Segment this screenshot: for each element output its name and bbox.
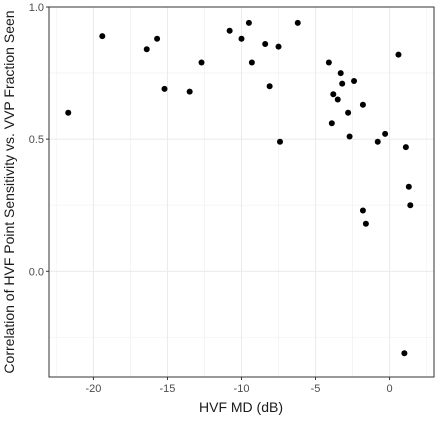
data-point	[362, 220, 369, 227]
data-point	[238, 35, 245, 42]
data-point	[407, 202, 414, 209]
grid-lines	[49, 6, 434, 377]
data-point	[346, 133, 353, 140]
data-point	[99, 33, 106, 40]
data-point	[143, 46, 150, 53]
data-point	[374, 138, 381, 145]
data-point	[359, 101, 366, 108]
data-point	[248, 59, 255, 66]
x-tick-label: 0	[387, 383, 393, 395]
y-tick-label: 0.0	[29, 266, 44, 278]
data-point	[351, 78, 358, 84]
data-point	[337, 70, 344, 77]
data-point	[401, 350, 408, 357]
data-points	[65, 19, 414, 357]
data-point	[395, 51, 402, 58]
x-axis-title: HVF MD (dB)	[199, 399, 283, 415]
data-point	[325, 59, 332, 66]
data-point	[402, 144, 409, 151]
data-point	[65, 109, 72, 116]
y-axis-title: Correlation of HVF Point Sensitivity vs.…	[1, 10, 17, 373]
axis-ticks: -20 -15 -10 -5 0 0.0 0.5 1.0	[29, 2, 393, 395]
data-point	[266, 83, 273, 90]
data-point	[359, 207, 366, 214]
data-point	[198, 59, 205, 66]
data-point	[161, 85, 168, 92]
data-point	[262, 41, 269, 47]
x-tick-label: -20	[85, 383, 101, 395]
data-point	[328, 120, 335, 127]
data-point	[277, 138, 283, 145]
x-tick-label: -5	[311, 383, 321, 395]
data-point	[245, 19, 252, 26]
data-point	[154, 35, 161, 42]
data-point	[186, 88, 193, 95]
data-point	[405, 183, 412, 190]
y-tick-label: 1.0	[29, 2, 44, 14]
data-point	[330, 91, 337, 98]
data-point	[382, 130, 389, 137]
x-tick-label: -15	[160, 383, 176, 395]
x-tick-label: -10	[234, 383, 250, 395]
y-tick-label: 0.5	[29, 134, 44, 146]
data-point	[345, 109, 352, 116]
data-point	[334, 96, 341, 103]
data-point	[294, 19, 301, 26]
data-point	[339, 80, 346, 87]
data-point	[275, 43, 282, 50]
data-point	[226, 27, 233, 34]
